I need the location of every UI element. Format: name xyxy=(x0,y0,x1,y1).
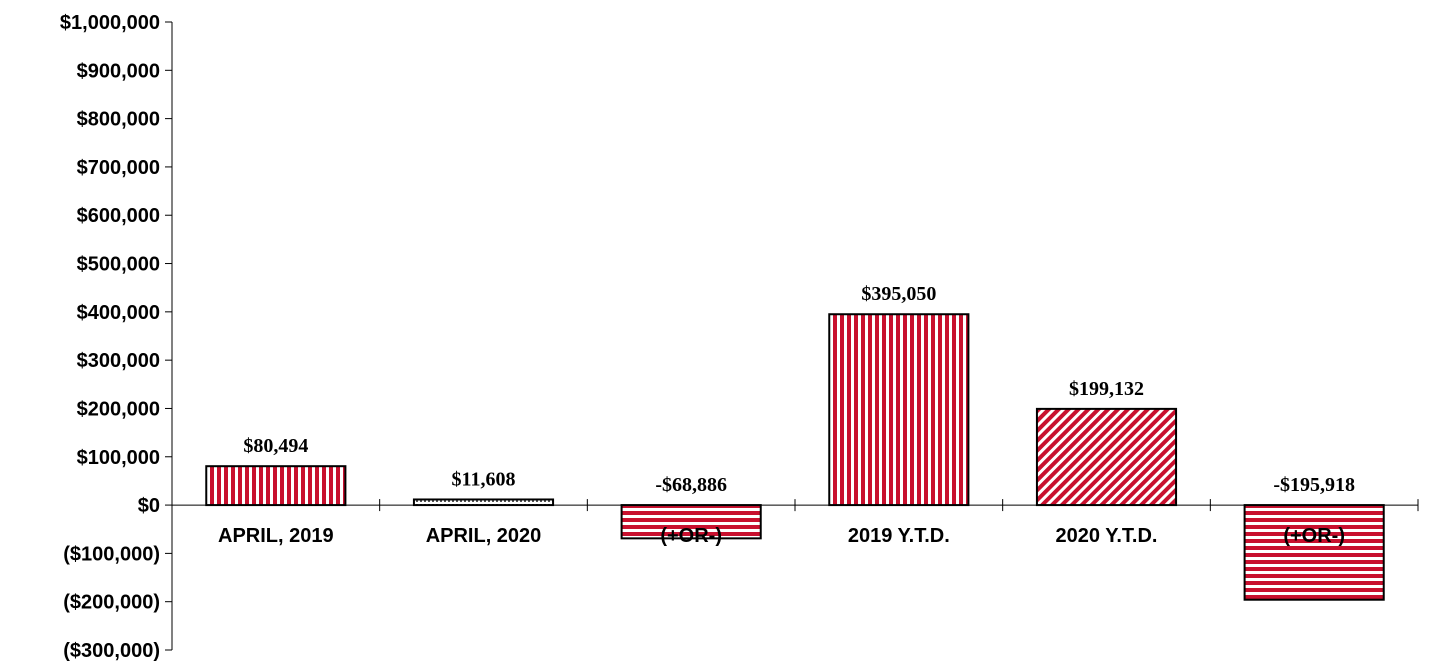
y-tick-label: $700,000 xyxy=(77,157,160,179)
y-tick-label: $400,000 xyxy=(77,302,160,324)
y-tick-label: $900,000 xyxy=(77,60,160,82)
y-tick-label: $800,000 xyxy=(77,109,160,131)
category-label: APRIL, 2020 xyxy=(426,525,542,547)
bar xyxy=(1243,504,1385,601)
y-tick-label: $200,000 xyxy=(77,398,160,420)
bar-series xyxy=(205,313,1385,601)
y-tick-label: $100,000 xyxy=(77,447,160,469)
bar xyxy=(1035,407,1178,507)
data-label: $11,608 xyxy=(452,468,516,490)
y-tick-label: $300,000 xyxy=(77,350,160,372)
y-tick-label: $600,000 xyxy=(77,205,160,227)
data-label: $395,050 xyxy=(861,283,936,305)
y-tick-label: $0 xyxy=(138,495,160,517)
data-label: $80,494 xyxy=(243,435,308,457)
category-label: 2019 Y.T.D. xyxy=(848,525,950,547)
data-labels: $80,494 APRIL, 2019 $11,608 APRIL, 2020 -$68… xyxy=(218,283,1355,547)
y-tick-label: ($200,000) xyxy=(63,592,160,614)
y-tick-label: $1,000,000 xyxy=(60,12,160,34)
category-label: APRIL, 2019 xyxy=(218,525,334,547)
y-tick-label: ($100,000) xyxy=(63,543,160,565)
category-label: (+OR-) xyxy=(660,525,722,547)
bar xyxy=(412,498,555,507)
y-tick-label: ($300,000) xyxy=(63,640,160,662)
data-label: $199,132 xyxy=(1069,378,1144,400)
category-label: 2020 Y.T.D. xyxy=(1056,525,1158,547)
x-axis xyxy=(171,499,1419,512)
bar xyxy=(828,313,970,507)
bar xyxy=(205,465,347,507)
y-axis: $1,000,000 $900,000 $800,000 $700,000 $600,0… xyxy=(60,12,173,662)
data-label: -$195,918 xyxy=(1273,474,1355,496)
category-label: (+OR-) xyxy=(1283,525,1345,547)
y-tick-label: $500,000 xyxy=(77,254,160,276)
data-label: -$68,886 xyxy=(655,474,727,496)
bar xyxy=(620,504,762,540)
